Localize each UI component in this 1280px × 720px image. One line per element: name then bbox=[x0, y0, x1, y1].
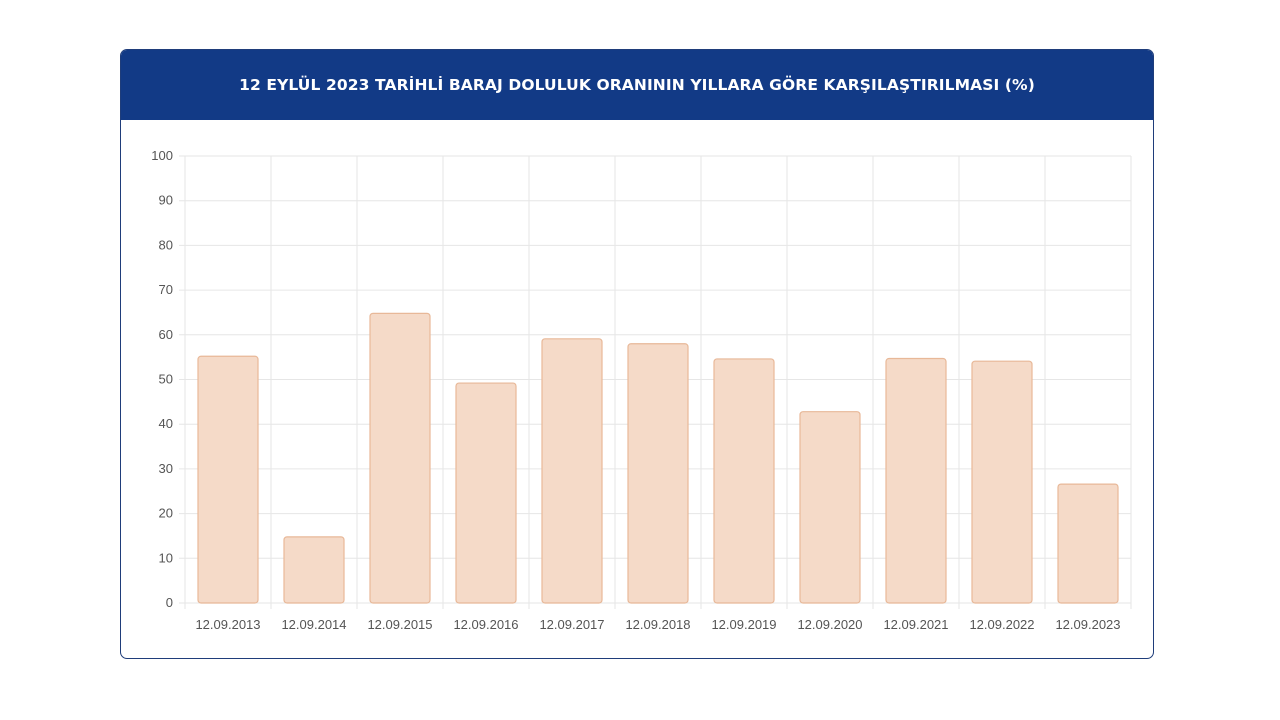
bar bbox=[541, 338, 603, 604]
bar bbox=[713, 358, 775, 604]
bar bbox=[369, 312, 431, 604]
bar bbox=[799, 411, 861, 604]
bar bbox=[283, 536, 345, 604]
x-tick-label: 12.09.2021 bbox=[883, 617, 948, 632]
bar bbox=[1057, 483, 1119, 604]
x-tick-label: 12.09.2016 bbox=[453, 617, 518, 632]
chart-header: 12 EYLÜL 2023 TARİHLİ BARAJ DOLULUK ORAN… bbox=[121, 50, 1153, 120]
bar-chart: 0 10 20 30 40 50 60 70 80 90 100 12.09.2013 12.09.20… bbox=[151, 148, 1132, 632]
x-tick-label: 12.09.2023 bbox=[1055, 617, 1120, 632]
y-tick-label: 50 bbox=[159, 372, 173, 387]
x-tick-label: 12.09.2015 bbox=[367, 617, 432, 632]
y-tick-label: 60 bbox=[159, 327, 173, 342]
y-tick-label: 100 bbox=[151, 148, 173, 163]
x-tick-label: 12.09.2017 bbox=[539, 617, 604, 632]
y-tick-label: 70 bbox=[159, 282, 173, 297]
y-tick-label: 90 bbox=[159, 193, 173, 208]
bar bbox=[971, 360, 1033, 604]
bar bbox=[197, 355, 259, 604]
y-tick-label: 80 bbox=[159, 237, 173, 252]
chart-card: 12 EYLÜL 2023 TARİHLİ BARAJ DOLULUK ORAN… bbox=[120, 49, 1154, 659]
y-tick-label: 40 bbox=[159, 416, 173, 431]
bar bbox=[627, 343, 689, 604]
chart-title: 12 EYLÜL 2023 TARİHLİ BARAJ DOLULUK ORAN… bbox=[239, 76, 1035, 94]
bar bbox=[885, 357, 947, 604]
y-tick-label: 30 bbox=[159, 461, 173, 476]
x-tick-label: 12.09.2013 bbox=[195, 617, 260, 632]
y-tick-label: 10 bbox=[159, 550, 173, 565]
x-tick-label: 12.09.2014 bbox=[281, 617, 346, 632]
bar bbox=[455, 382, 517, 604]
x-tick-label: 12.09.2018 bbox=[625, 617, 690, 632]
x-tick-label: 12.09.2019 bbox=[711, 617, 776, 632]
y-tick-label: 0 bbox=[166, 595, 173, 610]
y-tick-label: 20 bbox=[159, 506, 173, 521]
x-tick-label: 12.09.2022 bbox=[969, 617, 1034, 632]
x-tick-label: 12.09.2020 bbox=[797, 617, 862, 632]
